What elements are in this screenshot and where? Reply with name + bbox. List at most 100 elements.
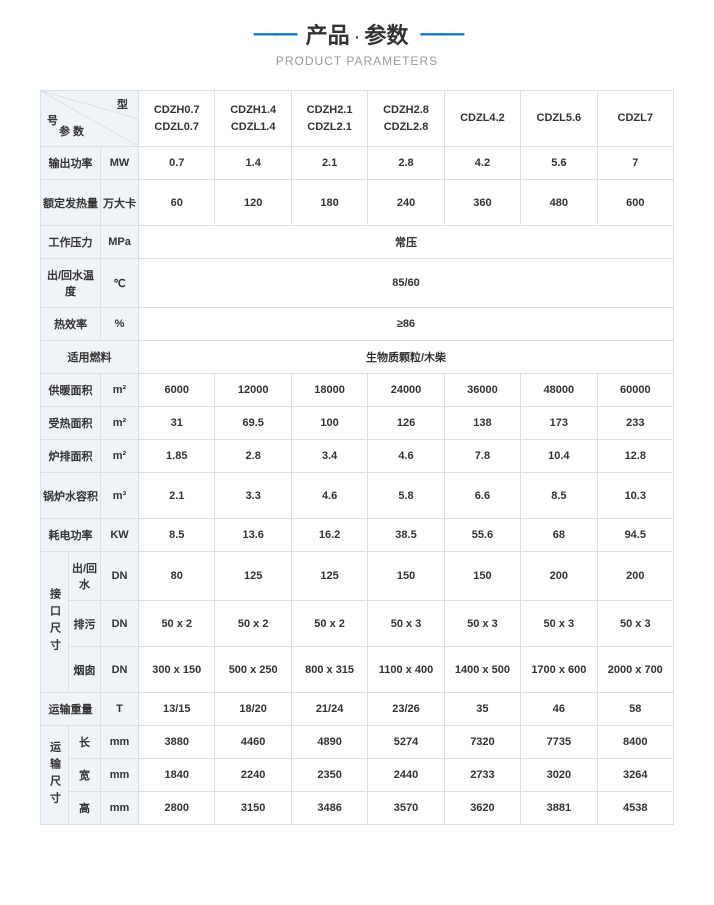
unit-power-cons: KW xyxy=(101,519,139,552)
cell: 3.4 xyxy=(291,440,367,473)
unit-port-chim: DN xyxy=(101,647,139,693)
cell: 480 xyxy=(521,180,597,226)
title-line: —— 产品·参数 —— xyxy=(0,18,714,50)
cell: 5274 xyxy=(368,726,444,759)
unit-port-inout: DN xyxy=(101,552,139,601)
cell: 200 xyxy=(521,552,597,601)
span-water-temp: 85/60 xyxy=(139,259,674,308)
cell: 1840 xyxy=(139,759,215,792)
dash-left: —— xyxy=(254,20,294,48)
cell: 94.5 xyxy=(597,519,673,552)
corner-top: 型 xyxy=(117,97,128,114)
row-dim-hei: 高 mm 2800 3150 3486 3570 3620 3881 4538 xyxy=(41,792,674,825)
cell: 500 x 250 xyxy=(215,647,291,693)
cell: 50 x 3 xyxy=(597,601,673,647)
row-efficiency: 热效率 % ≥86 xyxy=(41,308,674,341)
model-col-2: CDZH2.1CDZL2.1 xyxy=(291,91,367,147)
span-work-pressure: 常压 xyxy=(139,226,674,259)
cell: 48000 xyxy=(521,374,597,407)
unit-grate-area: m² xyxy=(101,440,139,473)
cell: 10.4 xyxy=(521,440,597,473)
table-container: 型 号 参 数 CDZH0.7CDZL0.7 CDZH1.4CDZL1.4 CD… xyxy=(0,78,714,845)
cell: 23/26 xyxy=(368,693,444,726)
row-port-chim: 烟囱 DN 300 x 150 500 x 250 800 x 315 1100… xyxy=(41,647,674,693)
cell: 125 xyxy=(291,552,367,601)
corner-cell: 型 号 参 数 xyxy=(41,91,139,147)
cell: 360 xyxy=(444,180,520,226)
cell: 233 xyxy=(597,407,673,440)
label-power-cons: 耗电功率 xyxy=(41,519,101,552)
cell: 1400 x 500 xyxy=(444,647,520,693)
cell: 0.7 xyxy=(139,147,215,180)
cell: 150 xyxy=(444,552,520,601)
cell: 180 xyxy=(291,180,367,226)
cell: 4.6 xyxy=(291,473,367,519)
row-weight: 运输重量 T 13/15 18/20 21/24 23/26 35 46 58 xyxy=(41,693,674,726)
dash-right: —— xyxy=(420,20,460,48)
label-water-vol: 锅炉水容积 xyxy=(41,473,101,519)
unit-dim-wid: mm xyxy=(101,759,139,792)
cell: 4538 xyxy=(597,792,673,825)
cell: 31 xyxy=(139,407,215,440)
cell: 240 xyxy=(368,180,444,226)
model-col-4: CDZL4.2 xyxy=(444,91,520,147)
cell: 18000 xyxy=(291,374,367,407)
row-power-cons: 耗电功率 KW 8.5 13.6 16.2 38.5 55.6 68 94.5 xyxy=(41,519,674,552)
label-port-blow: 排污 xyxy=(69,601,101,647)
row-dim-wid: 宽 mm 1840 2240 2350 2440 2733 3020 3264 xyxy=(41,759,674,792)
cell: 58 xyxy=(597,693,673,726)
cell: 2000 x 700 xyxy=(597,647,673,693)
cell: 1.85 xyxy=(139,440,215,473)
row-output-power: 输出功率 MW 0.7 1.4 2.1 2.8 4.2 5.6 7 xyxy=(41,147,674,180)
cell: 2.8 xyxy=(368,147,444,180)
cell: 55.6 xyxy=(444,519,520,552)
label-grate-area: 炉排面积 xyxy=(41,440,101,473)
subtitle: PRODUCT PARAMETERS xyxy=(0,54,714,68)
row-heat-surface: 受热面积 m² 31 69.5 100 126 138 173 233 xyxy=(41,407,674,440)
cell: 7 xyxy=(597,147,673,180)
cell: 200 xyxy=(597,552,673,601)
span-efficiency: ≥86 xyxy=(139,308,674,341)
params-table: 型 号 参 数 CDZH0.7CDZL0.7 CDZH1.4CDZL1.4 CD… xyxy=(40,90,674,825)
cell: 5.8 xyxy=(368,473,444,519)
cell: 4890 xyxy=(291,726,367,759)
cell: 50 x 2 xyxy=(139,601,215,647)
cell: 3150 xyxy=(215,792,291,825)
cell: 2.8 xyxy=(215,440,291,473)
label-weight: 运输重量 xyxy=(41,693,101,726)
cell: 8.5 xyxy=(521,473,597,519)
label-work-pressure: 工作压力 xyxy=(41,226,101,259)
cell: 2240 xyxy=(215,759,291,792)
model-col-1: CDZH1.4CDZL1.4 xyxy=(215,91,291,147)
corner-mid: 号 xyxy=(47,113,58,130)
span-fuel: 生物质颗粒/木柴 xyxy=(139,341,674,374)
cell: 5.6 xyxy=(521,147,597,180)
unit-dim-hei: mm xyxy=(101,792,139,825)
cell: 6000 xyxy=(139,374,215,407)
cell: 13/15 xyxy=(139,693,215,726)
row-heating-area: 供暖面积 m² 6000 12000 18000 24000 36000 480… xyxy=(41,374,674,407)
unit-efficiency: % xyxy=(101,308,139,341)
cell: 150 xyxy=(368,552,444,601)
model-col-3: CDZH2.8CDZL2.8 xyxy=(368,91,444,147)
cell: 50 x 3 xyxy=(444,601,520,647)
cell: 126 xyxy=(368,407,444,440)
cell: 125 xyxy=(215,552,291,601)
label-efficiency: 热效率 xyxy=(41,308,101,341)
cell: 21/24 xyxy=(291,693,367,726)
cell: 800 x 315 xyxy=(291,647,367,693)
cell: 69.5 xyxy=(215,407,291,440)
cell: 100 xyxy=(291,407,367,440)
model-col-5: CDZL5.6 xyxy=(521,91,597,147)
cell: 36000 xyxy=(444,374,520,407)
row-port-inout: 接口尺寸 出/回水 DN 80 125 125 150 150 200 200 xyxy=(41,552,674,601)
cell: 60 xyxy=(139,180,215,226)
cell: 1100 x 400 xyxy=(368,647,444,693)
row-work-pressure: 工作压力 MPa 常压 xyxy=(41,226,674,259)
cell: 2440 xyxy=(368,759,444,792)
cell: 3570 xyxy=(368,792,444,825)
cell: 120 xyxy=(215,180,291,226)
cell: 173 xyxy=(521,407,597,440)
page-header: —— 产品·参数 —— PRODUCT PARAMETERS xyxy=(0,0,714,78)
cell: 138 xyxy=(444,407,520,440)
